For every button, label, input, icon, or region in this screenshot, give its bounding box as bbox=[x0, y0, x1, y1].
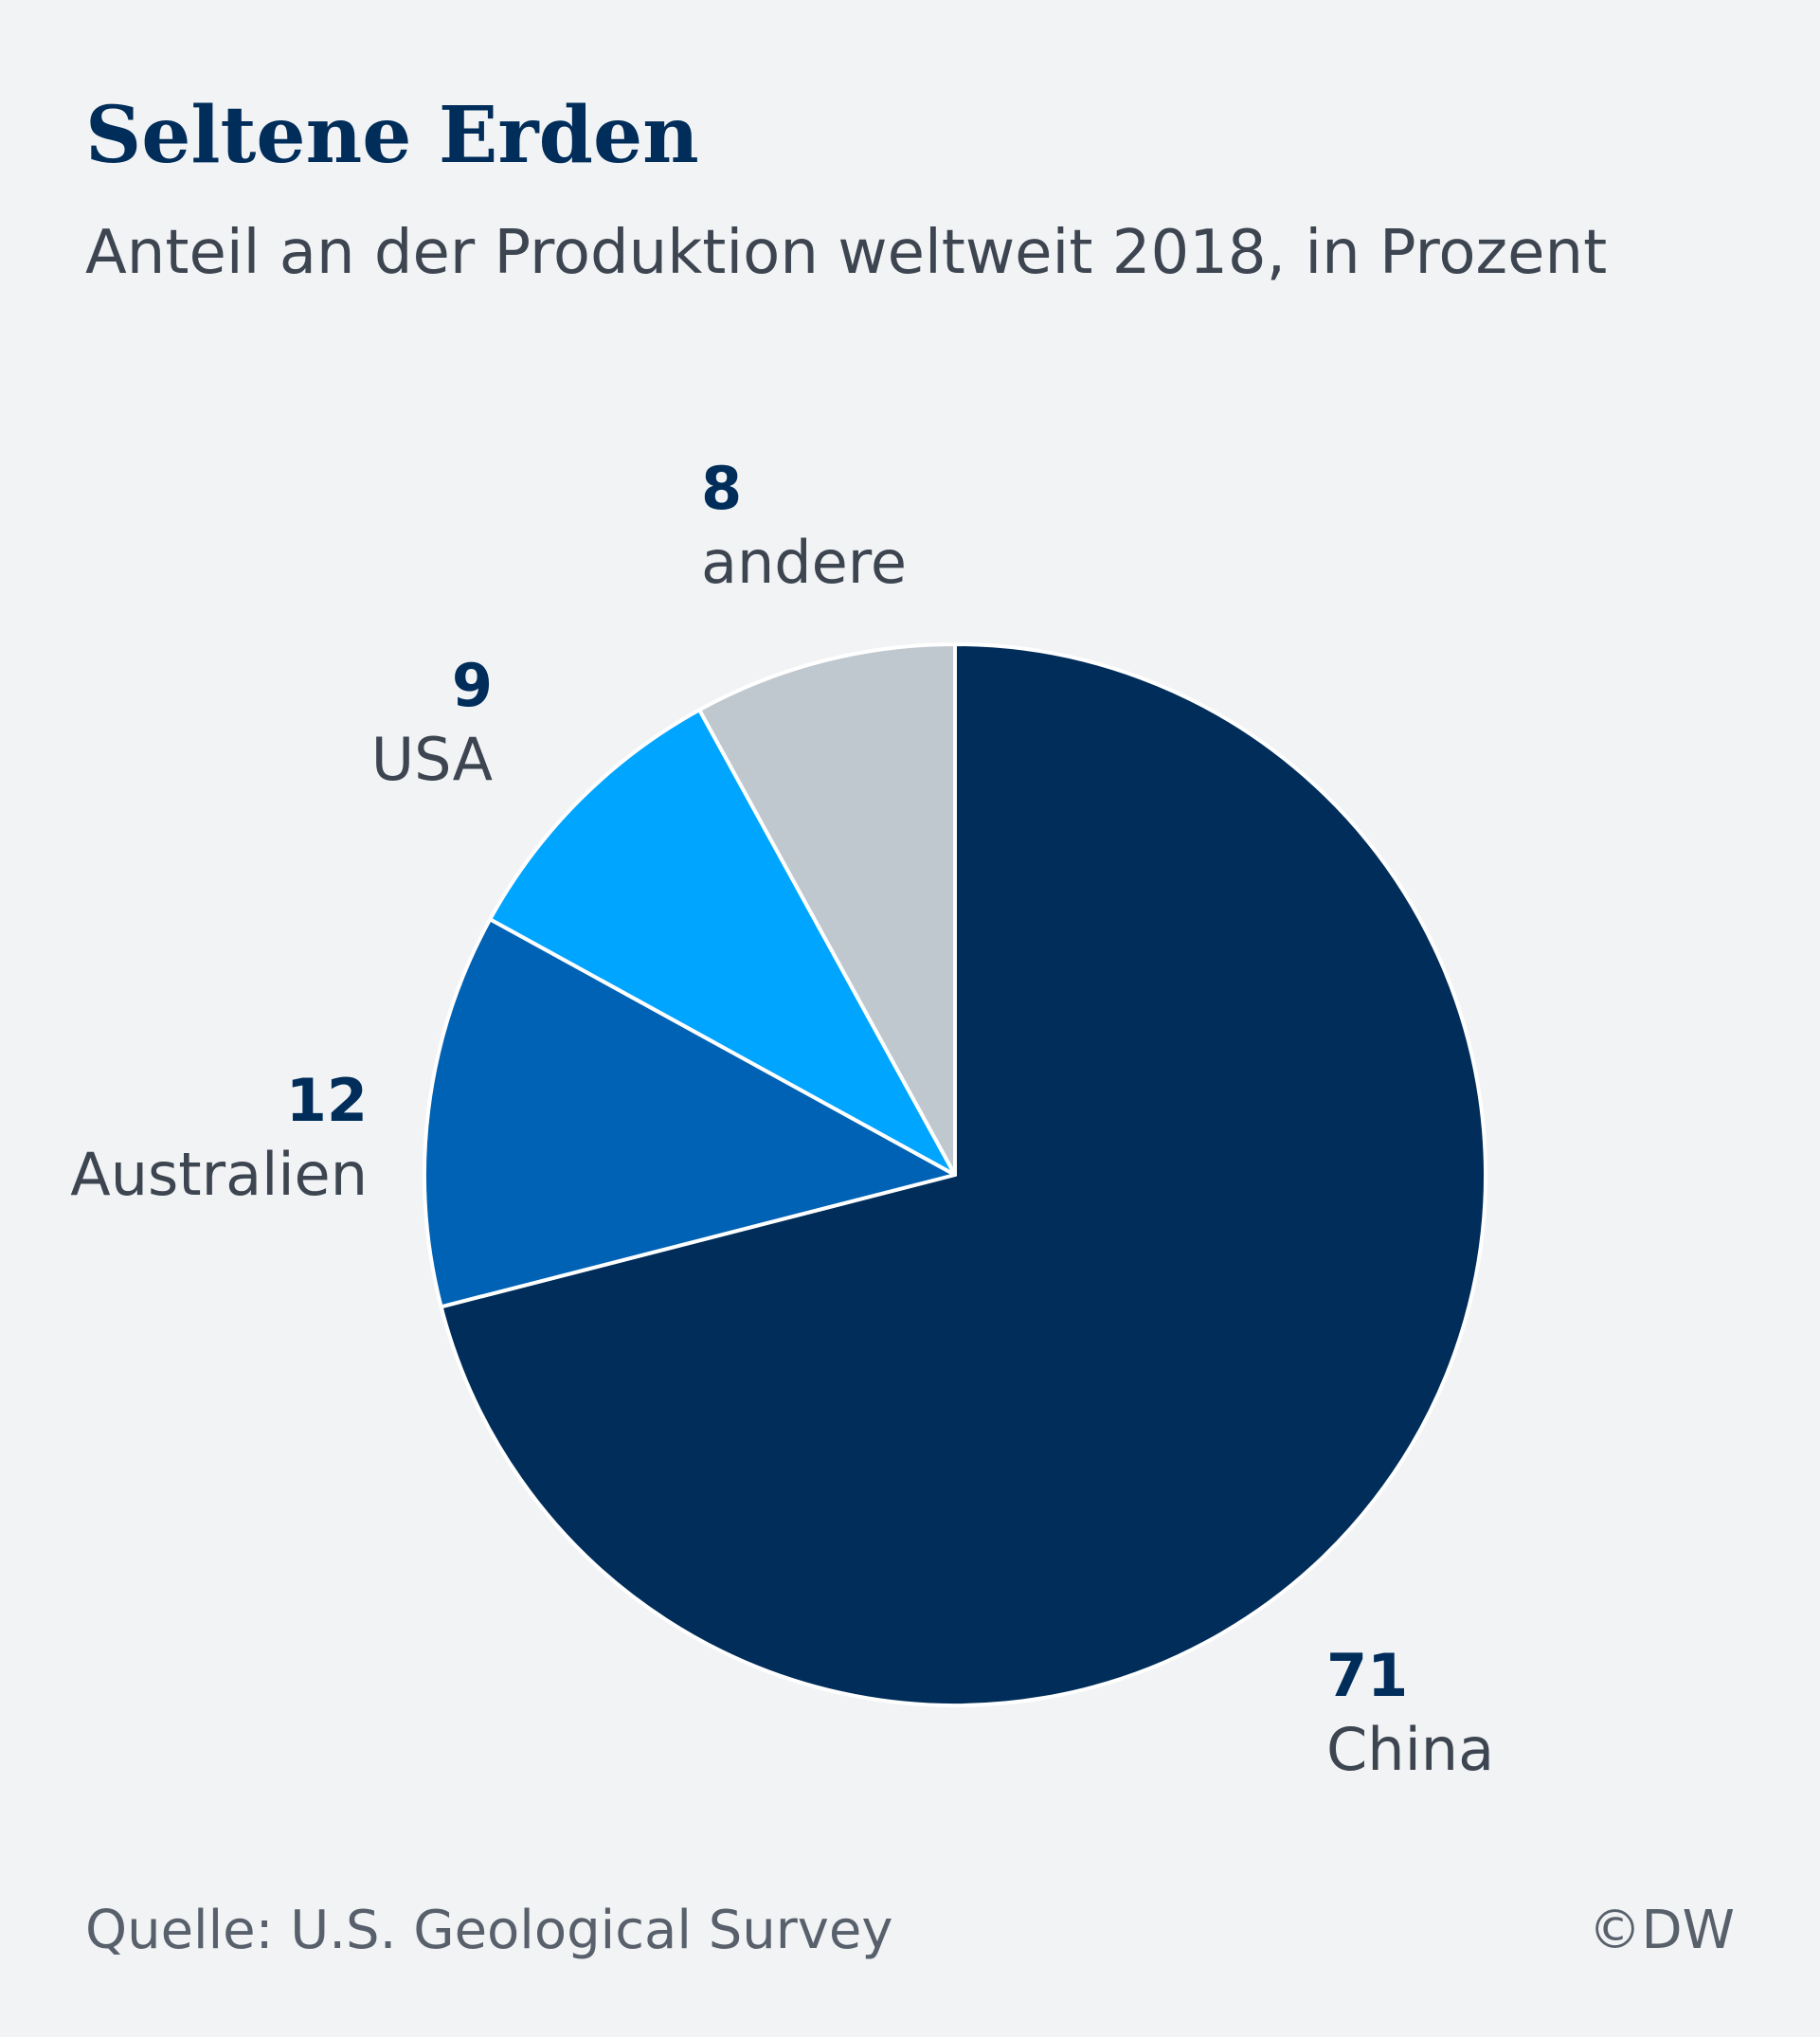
slice-value-australien: 12 bbox=[286, 1066, 368, 1135]
slice-value-andere: 8 bbox=[701, 454, 742, 523]
pie-slice-usa bbox=[488, 708, 957, 1177]
chart-subtitle: Anteil an der Produktion weltweit 2018, … bbox=[85, 218, 1608, 288]
chart-title: Seltene Erden bbox=[85, 90, 699, 181]
pie-slice-china bbox=[439, 642, 1487, 1707]
pie-slice-andere bbox=[697, 642, 957, 1177]
copyright-credit: ©DW bbox=[1588, 1900, 1736, 1961]
slice-label-australien: Australien bbox=[70, 1140, 368, 1209]
slice-label-andere: andere bbox=[701, 528, 907, 597]
slice-label-china: China bbox=[1326, 1715, 1494, 1784]
slice-value-china: 71 bbox=[1326, 1641, 1408, 1710]
slice-label-usa: USA bbox=[371, 725, 493, 794]
source-note: Quelle: U.S. Geological Survey bbox=[85, 1900, 893, 1961]
pie-slice-australien bbox=[423, 917, 957, 1309]
slice-value-usa: 9 bbox=[452, 651, 493, 720]
pie-slices bbox=[423, 642, 1487, 1707]
